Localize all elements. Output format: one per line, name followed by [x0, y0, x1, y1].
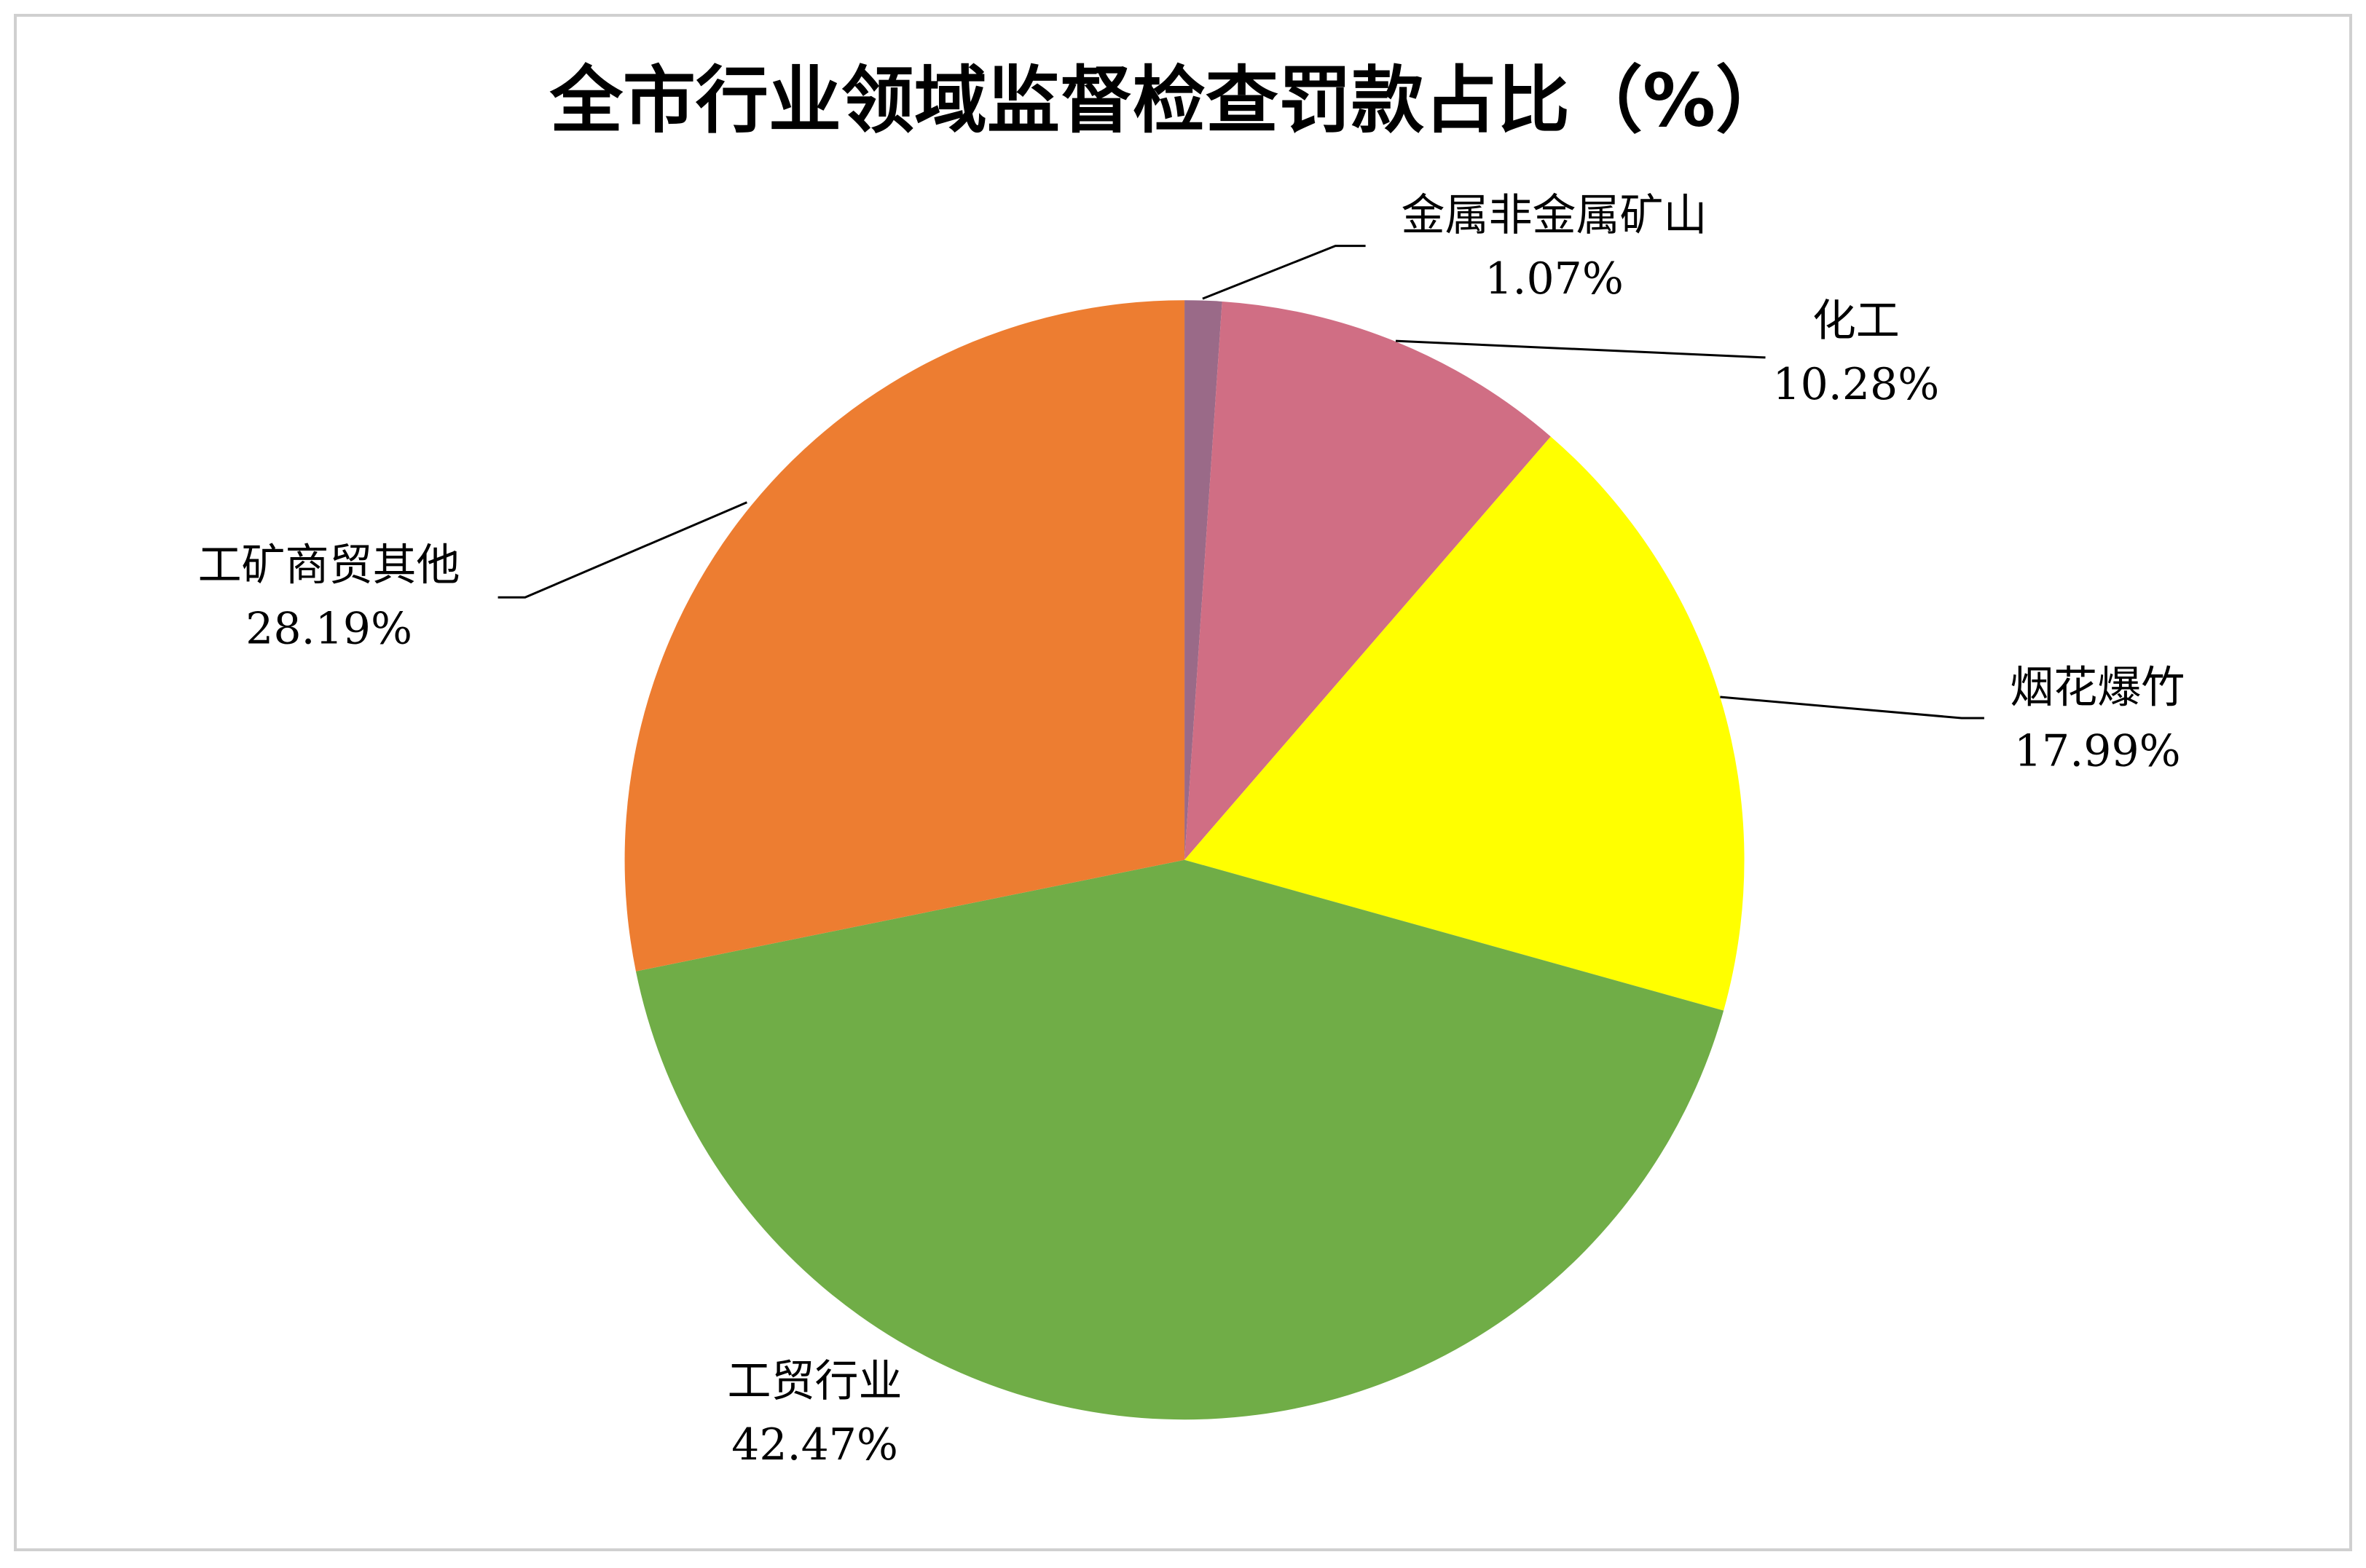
leader-line — [498, 501, 747, 599]
value-label: 42.47% — [731, 1419, 898, 1470]
slice-label: 化工 — [1812, 296, 1900, 347]
value-label: 10.28% — [1772, 359, 1939, 410]
slice-label: 烟花爆竹 — [2010, 662, 2185, 713]
value-label: 28.19% — [245, 603, 412, 654]
leader-line — [1395, 339, 1766, 359]
slice-label: 工矿商贸其他 — [198, 540, 460, 591]
slice-label: 工贸行业 — [728, 1356, 903, 1407]
leader-line — [1202, 245, 1366, 300]
pie-slice — [1184, 300, 1222, 860]
pie-slice — [624, 300, 1185, 972]
chart-title: 全市行业领域监督检查罚款占比（%） — [549, 58, 1788, 143]
pie-slice — [1184, 301, 1551, 860]
slice-label: 金属非金属矿山 — [1402, 190, 1707, 241]
pie-slice — [635, 859, 1724, 1420]
value-label: 1.07% — [1485, 253, 1624, 304]
pie-slice — [1184, 436, 1745, 1011]
leader-line — [1720, 696, 1984, 720]
value-label: 17.99% — [2014, 725, 2181, 776]
